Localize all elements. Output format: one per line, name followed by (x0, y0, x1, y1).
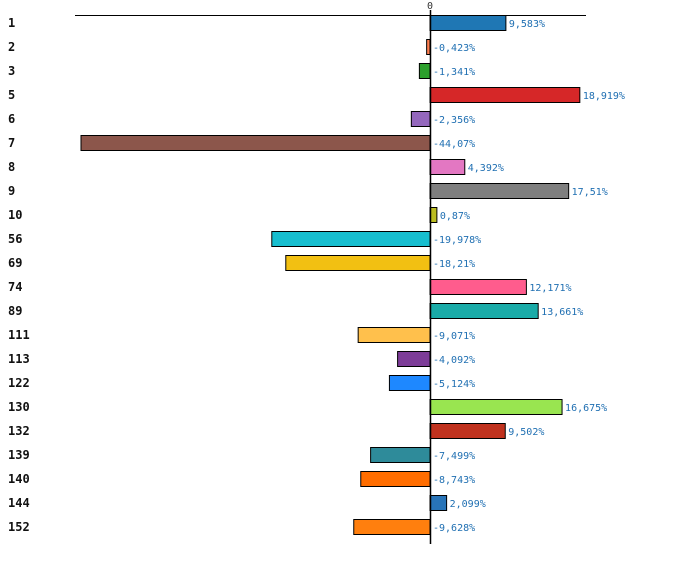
value-label: 13,661% (541, 307, 583, 318)
value-label: 2,099% (450, 499, 486, 510)
bar (429, 399, 563, 415)
category-label: 152 (8, 520, 30, 534)
value-label: -1,341% (433, 67, 475, 78)
bar (388, 375, 431, 391)
category-label: 3 (8, 64, 15, 78)
category-label: 69 (8, 256, 22, 270)
value-label: -0,423% (433, 43, 475, 54)
category-label: 139 (8, 448, 30, 462)
value-label: -19,978% (433, 235, 481, 246)
category-label: 132 (8, 424, 30, 438)
bar (429, 15, 507, 31)
bar (426, 39, 431, 55)
category-label: 122 (8, 376, 30, 390)
value-label: 16,675% (565, 403, 607, 414)
bar (429, 303, 539, 319)
bar (429, 183, 570, 199)
bar (80, 135, 431, 151)
bar (357, 327, 431, 343)
bar (429, 159, 466, 175)
bar (271, 231, 431, 247)
value-label: 18,919% (583, 91, 625, 102)
category-label: 9 (8, 184, 15, 198)
bar (397, 351, 431, 367)
bar (429, 423, 506, 439)
value-label: 4,392% (468, 163, 504, 174)
bar (285, 255, 431, 271)
value-label: -44,07% (433, 139, 475, 150)
bar (370, 447, 431, 463)
category-label: 56 (8, 232, 22, 246)
value-label: -9,071% (433, 331, 475, 342)
zero-tick-label: 0 (427, 1, 433, 12)
value-label: -18,21% (433, 259, 475, 270)
category-label: 7 (8, 136, 15, 150)
category-label: 5 (8, 88, 15, 102)
category-label: 130 (8, 400, 30, 414)
category-label: 89 (8, 304, 22, 318)
bar (429, 279, 527, 295)
value-label: 9,502% (508, 427, 544, 438)
category-label: 2 (8, 40, 15, 54)
category-label: 74 (8, 280, 22, 294)
bar (360, 471, 431, 487)
value-label: -8,743% (433, 475, 475, 486)
bar (429, 87, 581, 103)
value-label: 17,51% (572, 187, 608, 198)
category-label: 6 (8, 112, 15, 126)
category-label: 8 (8, 160, 15, 174)
bar (418, 63, 431, 79)
value-label: -5,124% (433, 379, 475, 390)
category-label: 1 (8, 16, 15, 30)
bar (410, 111, 431, 127)
bar (429, 495, 448, 511)
value-label: 0,87% (440, 211, 470, 222)
value-label: -4,092% (433, 355, 475, 366)
value-label: -9,628% (433, 523, 475, 534)
bar (353, 519, 431, 535)
value-label: 9,583% (509, 19, 545, 30)
category-label: 10 (8, 208, 22, 222)
category-label: 144 (8, 496, 30, 510)
value-label: -7,499% (433, 451, 475, 462)
value-label: 12,171% (529, 283, 571, 294)
value-label: -2,356% (433, 115, 475, 126)
category-label: 111 (8, 328, 30, 342)
category-label: 113 (8, 352, 30, 366)
category-label: 140 (8, 472, 30, 486)
